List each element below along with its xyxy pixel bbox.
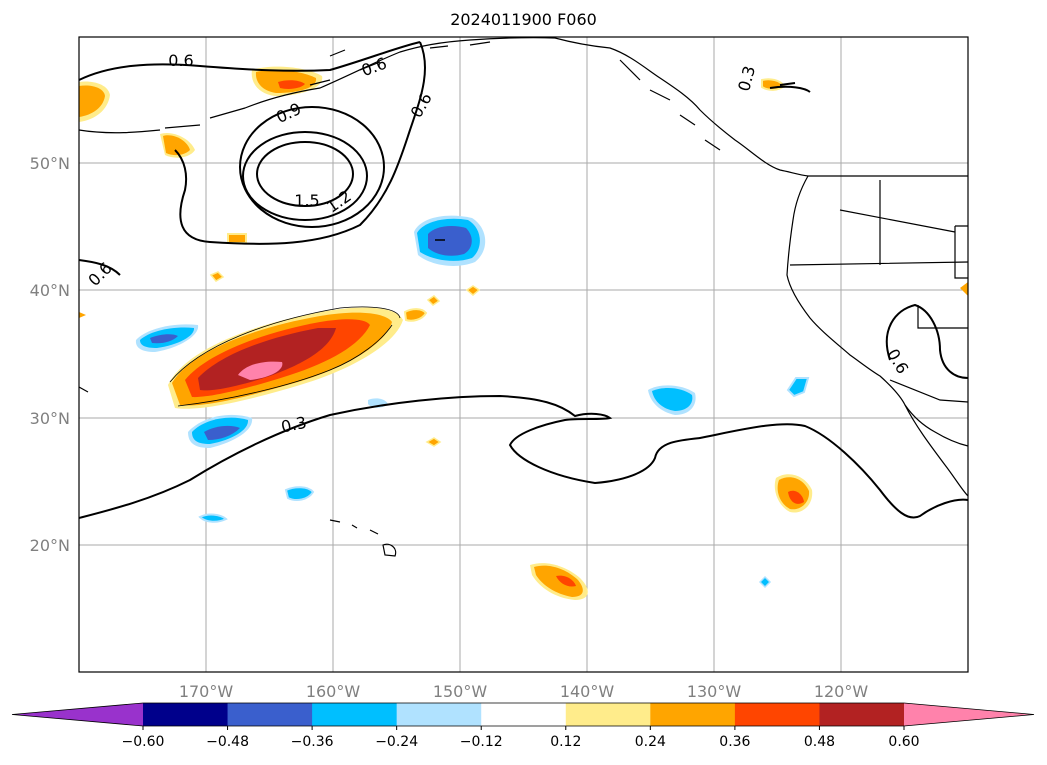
contour-label: 0.3 (279, 413, 308, 437)
contour-label: 0.3 (734, 64, 759, 94)
cool-patch (786, 377, 810, 398)
warm-patch (465, 285, 481, 296)
colorbar-tick-label: −0.24 (375, 734, 418, 750)
lon-tick-label: 130°W (687, 682, 742, 701)
colorbar-tick-label: 0.12 (550, 734, 581, 750)
colorbar-swatch (734, 703, 820, 726)
colorbar-extend-max (904, 703, 1034, 726)
lat-tick-label: 50°N (30, 154, 70, 173)
warm-patch (209, 271, 225, 282)
lat-tick-label: 30°N (30, 409, 70, 428)
lat-tick-labels: 50°N 40°N 30°N 20°N (30, 154, 70, 555)
colorbar-tick-label: −0.36 (291, 734, 334, 750)
warm-patch (79, 312, 86, 318)
colorbar-swatch (565, 703, 651, 726)
colorbar-tick-label: −0.48 (206, 734, 249, 750)
cool-patch (284, 486, 315, 501)
chart-title: 2024011900 F060 (450, 10, 597, 29)
colorbar-tick-label: 0.48 (804, 734, 835, 750)
warm-patch (960, 282, 968, 296)
warm-patch (426, 295, 441, 306)
warm-patch (425, 437, 442, 447)
warm-patch (227, 233, 247, 244)
colorbar-swatch (312, 703, 398, 726)
colorbar-extend-min (12, 703, 143, 726)
colorbar-swatch (650, 703, 736, 726)
contour-lines (78, 41, 969, 519)
contour-label: 0.6 (84, 258, 115, 289)
lat-tick-label: 40°N (30, 281, 70, 300)
colorbar-swatch (396, 703, 482, 726)
colorbar: −0.60 −0.48 −0.36 −0.24 −0.12 0.12 0.24 0.36 0.4… (11, 702, 1035, 750)
colorbar-swatch (481, 703, 567, 726)
filled-regions (79, 66, 968, 600)
contour-label: 0.9 (273, 99, 304, 127)
contour-label: 0.6 (168, 51, 193, 70)
colorbar-tick-label: 0.60 (888, 734, 919, 750)
contour-label: 1.2 (323, 186, 355, 216)
warm-patch (403, 308, 428, 322)
cool-patch (198, 513, 228, 523)
colorbar-swatch (143, 703, 229, 726)
contour-label: 0.6 (359, 54, 389, 81)
lon-tick-label: 140°W (560, 682, 615, 701)
contour-label: 0.6 (407, 89, 436, 121)
lon-tick-label: 160°W (306, 682, 361, 701)
lat-tick-label: 20°N (30, 536, 70, 555)
colorbar-tick-label: −0.12 (460, 734, 503, 750)
coastlines (78, 37, 969, 557)
lon-tick-label: 170°W (179, 682, 234, 701)
contour-label: 1.5 (294, 191, 319, 210)
colorbar-tick-label: 0.24 (635, 734, 666, 750)
map-frame (78, 36, 969, 673)
colorbar-tick-label: 0.36 (719, 734, 750, 750)
colorbar-swatch (227, 703, 313, 726)
lon-tick-labels: 170°W 160°W 150°W 140°W 130°W 120°W (179, 682, 869, 701)
colorbar-swatch (819, 703, 905, 726)
lon-tick-label: 150°W (433, 682, 488, 701)
lon-tick-label: 120°W (814, 682, 869, 701)
cool-patch (758, 575, 772, 589)
colorbar-tick-label: −0.60 (122, 734, 165, 750)
